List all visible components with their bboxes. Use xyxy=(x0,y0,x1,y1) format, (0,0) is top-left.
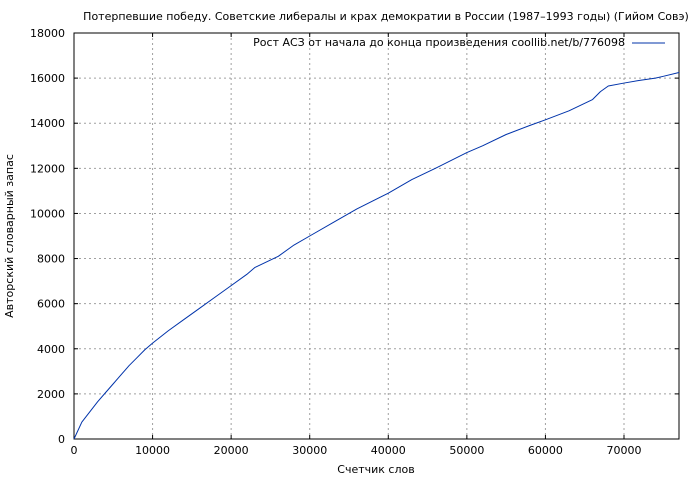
series-line-0 xyxy=(73,71,680,440)
x-tick-label: 40000 xyxy=(371,444,406,457)
x-tick-label: 30000 xyxy=(292,444,327,457)
y-tick-label: 0 xyxy=(58,433,65,446)
x-axis-label: Счетчик слов xyxy=(337,463,414,476)
axis-ticks: 0 10000 20000 30000 40000 50000 60000 70000 0 200… xyxy=(30,27,679,457)
chart-title: Потерпевшие победу. Советские либералы и… xyxy=(83,10,689,23)
series-layer xyxy=(73,71,680,440)
plot-frame xyxy=(73,32,680,440)
y-tick-label: 14000 xyxy=(30,117,65,130)
x-tick-label: 20000 xyxy=(214,444,249,457)
x-tick-label: 70000 xyxy=(607,444,642,457)
legend: Рост АСЗ от начала до конца произведения… xyxy=(253,36,665,49)
y-tick-label: 4000 xyxy=(37,343,65,356)
y-tick-label: 2000 xyxy=(37,388,65,401)
grid xyxy=(74,33,679,439)
y-tick-label: 12000 xyxy=(30,162,65,175)
y-tick-label: 6000 xyxy=(37,298,65,311)
y-tick-label: 16000 xyxy=(30,72,65,85)
y-tick-label: 8000 xyxy=(37,253,65,266)
x-tick-label: 10000 xyxy=(135,444,170,457)
x-tick-label: 60000 xyxy=(528,444,563,457)
y-tick-label: 18000 xyxy=(30,27,65,40)
x-tick-label: 50000 xyxy=(449,444,484,457)
y-axis-label: Авторский словарный запас xyxy=(3,154,16,318)
x-tick-label: 0 xyxy=(71,444,78,457)
y-tick-label: 10000 xyxy=(30,207,65,220)
legend-label: Рост АСЗ от начала до конца произведения… xyxy=(253,36,625,49)
